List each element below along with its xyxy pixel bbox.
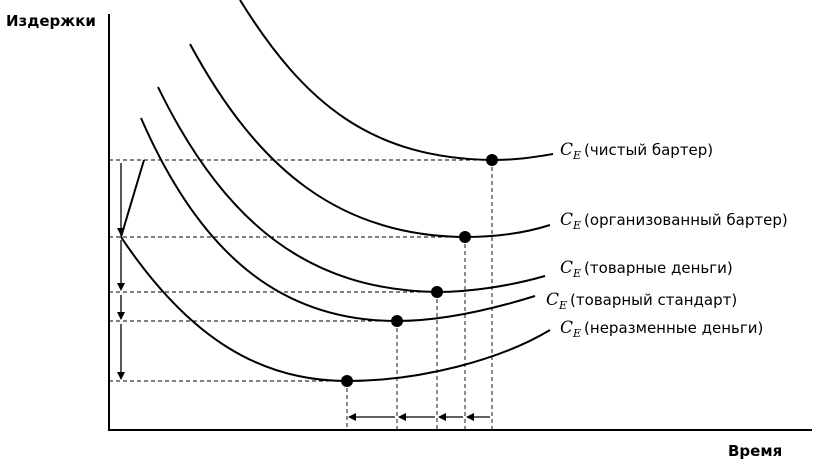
svg-text:CE(товарный стандарт): CE (товарный стандарт) [546, 290, 737, 312]
label-organized-barter: CE (организованный бартер) [560, 210, 788, 232]
min-point-organized-barter [459, 231, 471, 243]
svg-text:CE(организованный бартер): CE (организованный бартер) [560, 210, 788, 232]
svg-text:CE(чистый бартер): CE (чистый бартер) [560, 140, 713, 162]
y-axis-label: Издержки [6, 12, 96, 30]
axes-lines [108, 14, 812, 431]
curve-organized-barter [189, 43, 551, 239]
curve-pure-barter [239, 0, 554, 162]
svg-text:CE(товарные деньги): CE (товарные деньги) [560, 258, 733, 280]
label-fiat-money: CE (неразменные деньги) [560, 318, 763, 340]
curve-fiat-money [120, 236, 551, 383]
curve-commodity-money [157, 86, 546, 294]
svg-text:CE(неразменные деньги): CE (неразменные деньги) [560, 318, 763, 340]
curve-commodity-standard [140, 117, 536, 323]
label-pure-barter: CE (чистый бартер) [560, 140, 713, 162]
min-point-commodity-standard [391, 315, 403, 327]
label-commodity-money: CE (товарные деньги) [560, 258, 733, 280]
min-point-pure-barter [486, 154, 498, 166]
x-axis-label: Время [728, 442, 782, 460]
label-commodity-standard: CE (товарный стандарт) [546, 290, 737, 312]
curve-fiat-money-tail [120, 159, 145, 238]
min-point-commodity-money [431, 286, 443, 298]
min-point-fiat-money [341, 375, 353, 387]
